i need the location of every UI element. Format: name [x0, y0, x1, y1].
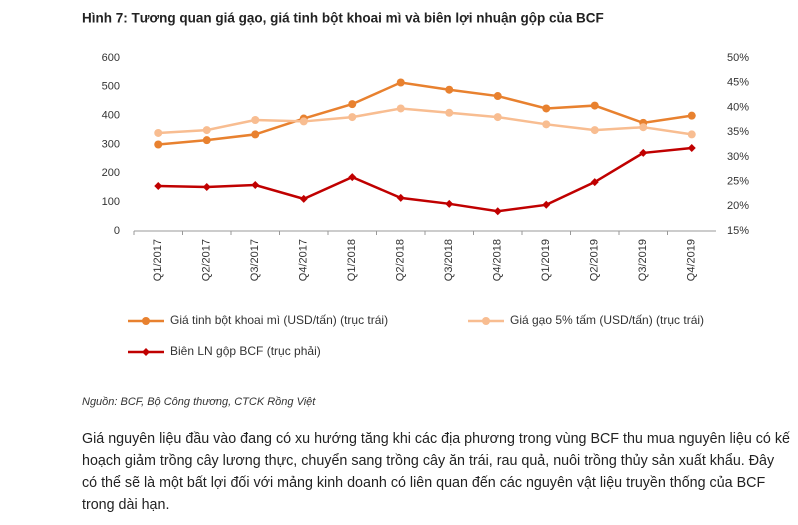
data-point — [542, 120, 551, 129]
legend-marker — [142, 317, 150, 325]
x-tick-label: Q2/2017 — [201, 239, 213, 281]
data-point — [542, 200, 551, 209]
y2-tick-label: 20% — [727, 200, 749, 212]
data-point — [251, 115, 260, 124]
data-point — [396, 193, 405, 202]
data-point — [687, 130, 696, 139]
data-point — [493, 92, 502, 101]
data-point — [590, 178, 599, 187]
x-tick-label: Q4/2017 — [298, 239, 310, 281]
y-tick-label: 400 — [102, 110, 120, 122]
x-tick-label: Q1/2019 — [540, 239, 552, 281]
y2-tick-label: 15% — [727, 225, 749, 237]
data-point — [396, 78, 405, 87]
chart: Hình 7: Tương quan giá gạo, giá tinh bột… — [82, 11, 749, 359]
x-tick-label: Q1/2018 — [346, 239, 358, 281]
data-point — [348, 113, 357, 122]
data-point — [299, 117, 308, 126]
data-point — [542, 104, 551, 113]
data-point — [202, 183, 211, 192]
data-point — [493, 207, 502, 216]
y2-tick-label: 50% — [727, 52, 749, 64]
data-point — [251, 181, 260, 190]
data-point — [202, 126, 211, 135]
data-point — [251, 130, 260, 139]
x-tick-label: Q2/2018 — [395, 239, 407, 281]
data-point — [687, 111, 696, 120]
data-point — [445, 108, 454, 117]
y2-tick-label: 25% — [727, 175, 749, 187]
data-point — [348, 173, 357, 182]
legend-marker — [142, 348, 150, 356]
y-tick-label: 0 — [114, 225, 120, 237]
data-point — [202, 136, 211, 145]
x-tick-label: Q2/2019 — [589, 239, 601, 281]
x-tick-label: Q1/2017 — [152, 239, 164, 281]
y-tick-label: 600 — [102, 52, 120, 64]
legend-label: Biên LN gộp BCF (trục phải) — [170, 344, 321, 358]
data-point — [445, 85, 454, 94]
body-text: Giá nguyên liệu đầu vào đang có xu hướng… — [82, 431, 790, 513]
series-line — [158, 146, 692, 213]
data-point — [445, 199, 454, 208]
x-tick-label: Q3/2019 — [637, 239, 649, 281]
data-point — [396, 104, 405, 113]
legend-marker — [482, 317, 490, 325]
data-point — [154, 182, 163, 191]
data-point — [493, 113, 502, 122]
data-point — [687, 143, 696, 152]
y-tick-label: 300 — [102, 138, 120, 150]
x-tick-label: Q4/2019 — [686, 239, 698, 281]
data-point — [154, 140, 163, 149]
y2-tick-label: 30% — [727, 151, 749, 163]
data-point — [590, 101, 599, 110]
data-point — [348, 100, 357, 109]
y2-tick-label: 45% — [727, 77, 749, 89]
y2-tick-label: 40% — [727, 101, 749, 113]
data-point — [154, 128, 163, 137]
series-line — [158, 81, 692, 146]
y-tick-label: 100 — [102, 196, 120, 208]
data-point — [299, 194, 308, 203]
legend-label: Giá gạo 5% tấm (USD/tấn) (trục trái) — [510, 313, 704, 327]
series-line — [158, 107, 692, 136]
source-note: Nguồn: BCF, Bộ Công thương, CTCK Rồng Vi… — [82, 396, 316, 408]
chart-title: Hình 7: Tương quan giá gạo, giá tinh bột… — [82, 11, 604, 26]
data-point — [639, 148, 648, 157]
x-tick-label: Q4/2018 — [492, 239, 504, 281]
data-point — [639, 123, 648, 132]
x-tick-label: Q3/2018 — [443, 239, 455, 281]
x-tick-label: Q3/2017 — [249, 239, 261, 281]
legend-label: Giá tinh bột khoai mì (USD/tấn) (trục tr… — [170, 313, 388, 327]
y-tick-label: 500 — [102, 81, 120, 93]
y2-tick-label: 35% — [727, 126, 749, 138]
data-point — [590, 126, 599, 135]
y-tick-label: 200 — [102, 167, 120, 179]
